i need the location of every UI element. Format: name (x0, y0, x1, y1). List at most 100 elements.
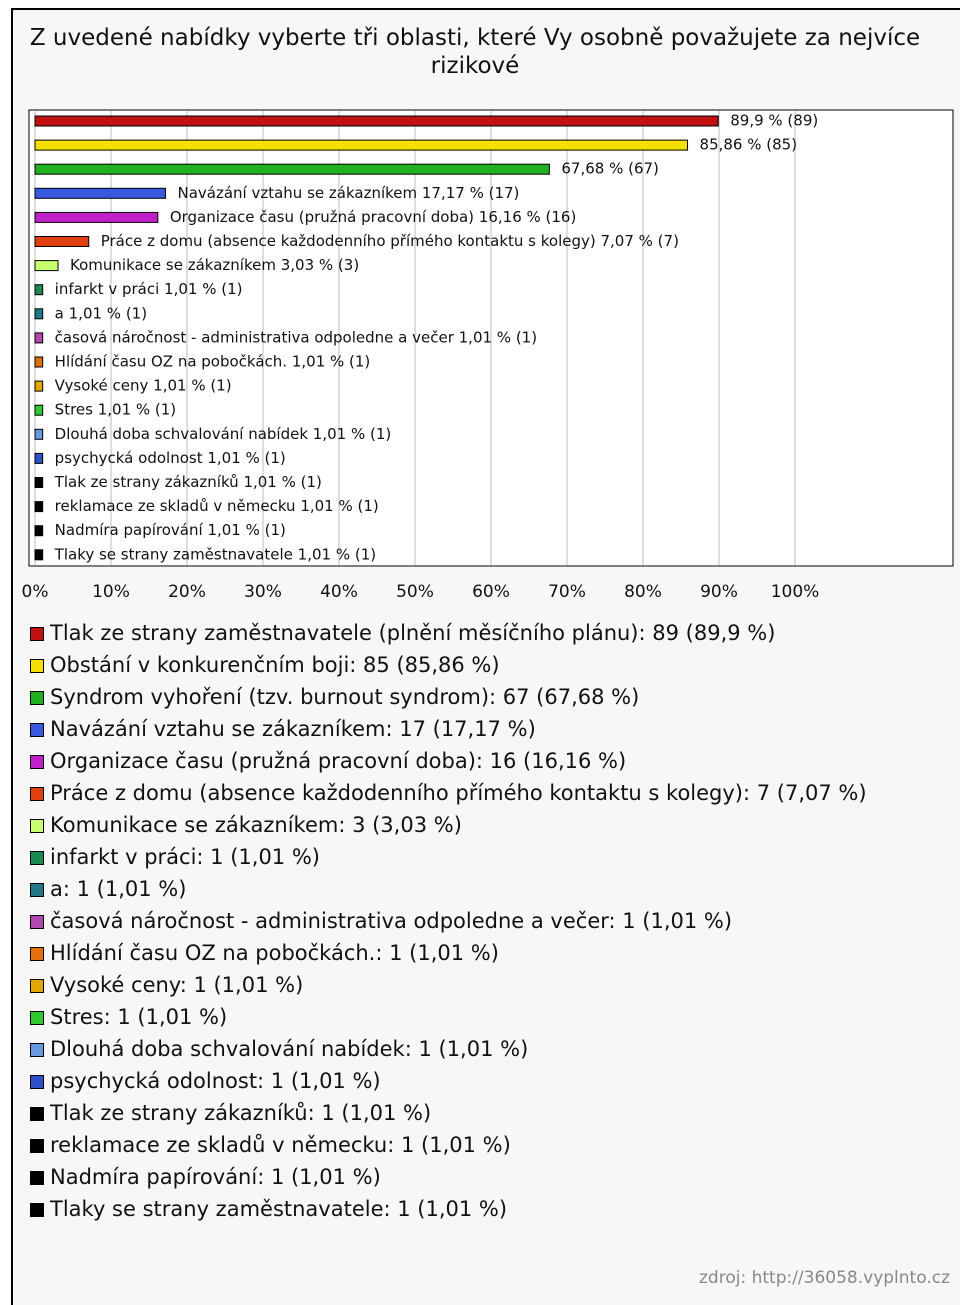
legend-item: Hlídání času OZ na pobočkách.: 1 (1,01 %… (30, 940, 950, 966)
legend-item: reklamace ze skladů v německu: 1 (1,01 %… (30, 1132, 950, 1158)
value-label: Tlak ze strany zákazníků 1,01 % (1) (54, 473, 322, 491)
legend-item: Navázání vztahu se zákazníkem: 17 (17,17… (30, 716, 950, 742)
legend-swatch (30, 1075, 44, 1089)
value-label: Navázání vztahu se zákazníkem 17,17 % (1… (177, 184, 519, 202)
legend-label: reklamace ze skladů v německu: 1 (1,01 %… (50, 1133, 511, 1157)
value-label: Organizace času (pružná pracovní doba) 1… (170, 208, 577, 226)
x-tick-label: 80% (624, 582, 662, 602)
bar (34, 477, 44, 488)
legend-label: Vysoké ceny: 1 (1,01 %) (50, 973, 304, 997)
value-label: psychycká odolnost 1,01 % (1) (55, 449, 286, 467)
bar (34, 284, 44, 296)
value-label: 67,68 % (67) (561, 160, 659, 178)
legend-swatch (30, 1043, 44, 1057)
legend-item: Stres: 1 (1,01 %) (30, 1004, 950, 1030)
value-label: Komunikace se zákazníkem 3,03 % (3) (70, 256, 359, 274)
legend-swatch (30, 851, 44, 865)
legend-label: Navázání vztahu se zákazníkem: 17 (17,17… (50, 717, 536, 741)
x-tick-label: 100% (771, 582, 820, 602)
x-tick-label: 20% (168, 582, 206, 602)
x-tick-label: 70% (548, 582, 586, 602)
x-tick-label: 0% (22, 582, 49, 602)
legend-label: Tlak ze strany zákazníků: 1 (1,01 %) (50, 1101, 432, 1125)
bar (34, 139, 689, 151)
legend-label: Dlouhá doba schvalování nabídek: 1 (1,01… (50, 1037, 529, 1061)
value-label: reklamace ze skladů v německu 1,01 % (1) (55, 497, 379, 515)
legend-swatch (30, 1203, 44, 1217)
bar (34, 236, 90, 247)
value-label: Práce z domu (absence každodenního přímé… (101, 232, 679, 250)
legend-swatch (30, 819, 44, 833)
legend-label: Tlak ze strany zaměstnavatele (plnění mě… (50, 621, 776, 645)
value-label: Nadmíra papírování 1,01 % (1) (55, 521, 286, 539)
legend-item: Práce z domu (absence každodenního přímé… (30, 780, 950, 806)
legend-item: časová náročnost - administrativa odpole… (30, 908, 950, 934)
value-label: Hlídání času OZ na pobočkách. 1,01 % (1) (55, 353, 371, 371)
bar (34, 380, 44, 392)
bar (34, 428, 44, 440)
legend-swatch (30, 1107, 44, 1121)
legend: Tlak ze strany zaměstnavatele (plnění mě… (30, 620, 950, 1228)
bar (34, 332, 44, 344)
legend-label: Tlaky se strany zaměstnavatele: 1 (1,01 … (50, 1197, 508, 1221)
legend-item: Dlouhá doba schvalování nabídek: 1 (1,01… (30, 1036, 950, 1062)
legend-swatch (30, 915, 44, 929)
value-label: Stres 1,01 % (1) (55, 401, 177, 419)
legend-swatch (30, 787, 44, 801)
value-label: Dlouhá doba schvalování nabídek 1,01 % (… (55, 425, 392, 443)
legend-swatch (30, 947, 44, 961)
legend-item: Tlaky se strany zaměstnavatele: 1 (1,01 … (30, 1196, 950, 1222)
value-label: Vysoké ceny 1,01 % (1) (55, 377, 232, 395)
value-label: infarkt v práci 1,01 % (1) (55, 280, 243, 298)
legend-item: Organizace času (pružná pracovní doba): … (30, 748, 950, 774)
legend-label: a: 1 (1,01 %) (50, 877, 187, 901)
bar (34, 187, 166, 199)
chart: 0% 10% 20% 30% 40% 50% 60% 70% 80% 90% 100% 89,9 % … (22, 109, 954, 602)
legend-label: Nadmíra papírování: 1 (1,01 %) (50, 1165, 381, 1189)
legend-label: Stres: 1 (1,01 %) (50, 1005, 228, 1029)
x-tick-label: 40% (320, 582, 358, 602)
bar (34, 163, 550, 175)
bar (34, 404, 44, 416)
bar (34, 549, 44, 561)
x-tick-label: 50% (396, 582, 434, 602)
legend-swatch (30, 659, 44, 673)
legend-item: Obstání v konkurenčním boji: 85 (85,86 %… (30, 652, 950, 678)
bar (34, 260, 59, 272)
legend-swatch (30, 1011, 44, 1025)
legend-label: Hlídání času OZ na pobočkách.: 1 (1,01 %… (50, 941, 499, 965)
legend-swatch (30, 979, 44, 993)
value-label: 85,86 % (85) (700, 136, 798, 154)
chart-title: Z uvedené nabídky vyberte tři oblasti, k… (29, 25, 921, 79)
x-tick-label: 30% (244, 582, 282, 602)
legend-label: psychycká odolnost: 1 (1,01 %) (50, 1069, 381, 1093)
legend-label: Obstání v konkurenčním boji: 85 (85,86 %… (50, 653, 500, 677)
source: zdroj: http://36058.vyplnto.cz (699, 1268, 950, 1288)
legend-label: infarkt v práci: 1 (1,01 %) (50, 845, 320, 869)
bar (34, 525, 44, 537)
legend-swatch (30, 1139, 44, 1153)
legend-item: Vysoké ceny: 1 (1,01 %) (30, 972, 950, 998)
legend-item: infarkt v práci: 1 (1,01 %) (30, 844, 950, 870)
x-tick-label: 10% (92, 582, 130, 602)
legend-item: Nadmíra papírování: 1 (1,01 %) (30, 1164, 950, 1190)
legend-label: Práce z domu (absence každodenního přímé… (50, 781, 867, 805)
legend-swatch (30, 691, 44, 705)
legend-item: Tlak ze strany zaměstnavatele (plnění mě… (30, 620, 950, 646)
value-label: časová náročnost - administrativa odpole… (55, 328, 537, 346)
bar (34, 308, 44, 320)
bar (34, 501, 44, 513)
legend-item: Syndrom vyhoření (tzv. burnout syndrom):… (30, 684, 950, 710)
bar (34, 356, 44, 368)
legend-swatch (30, 723, 44, 737)
x-tick-label: 90% (700, 582, 738, 602)
value-label: a 1,01 % (1) (55, 304, 147, 322)
legend-label: Syndrom vyhoření (tzv. burnout syndrom):… (50, 685, 640, 709)
legend-item: a: 1 (1,01 %) (30, 876, 950, 902)
legend-label: časová náročnost - administrativa odpole… (50, 909, 733, 933)
legend-item: psychycká odolnost: 1 (1,01 %) (30, 1068, 950, 1094)
value-label: Tlaky se strany zaměstnavatele 1,01 % (1… (54, 545, 376, 563)
bar (34, 115, 719, 127)
legend-swatch (30, 883, 44, 897)
legend-item: Komunikace se zákazníkem: 3 (3,03 %) (30, 812, 950, 838)
